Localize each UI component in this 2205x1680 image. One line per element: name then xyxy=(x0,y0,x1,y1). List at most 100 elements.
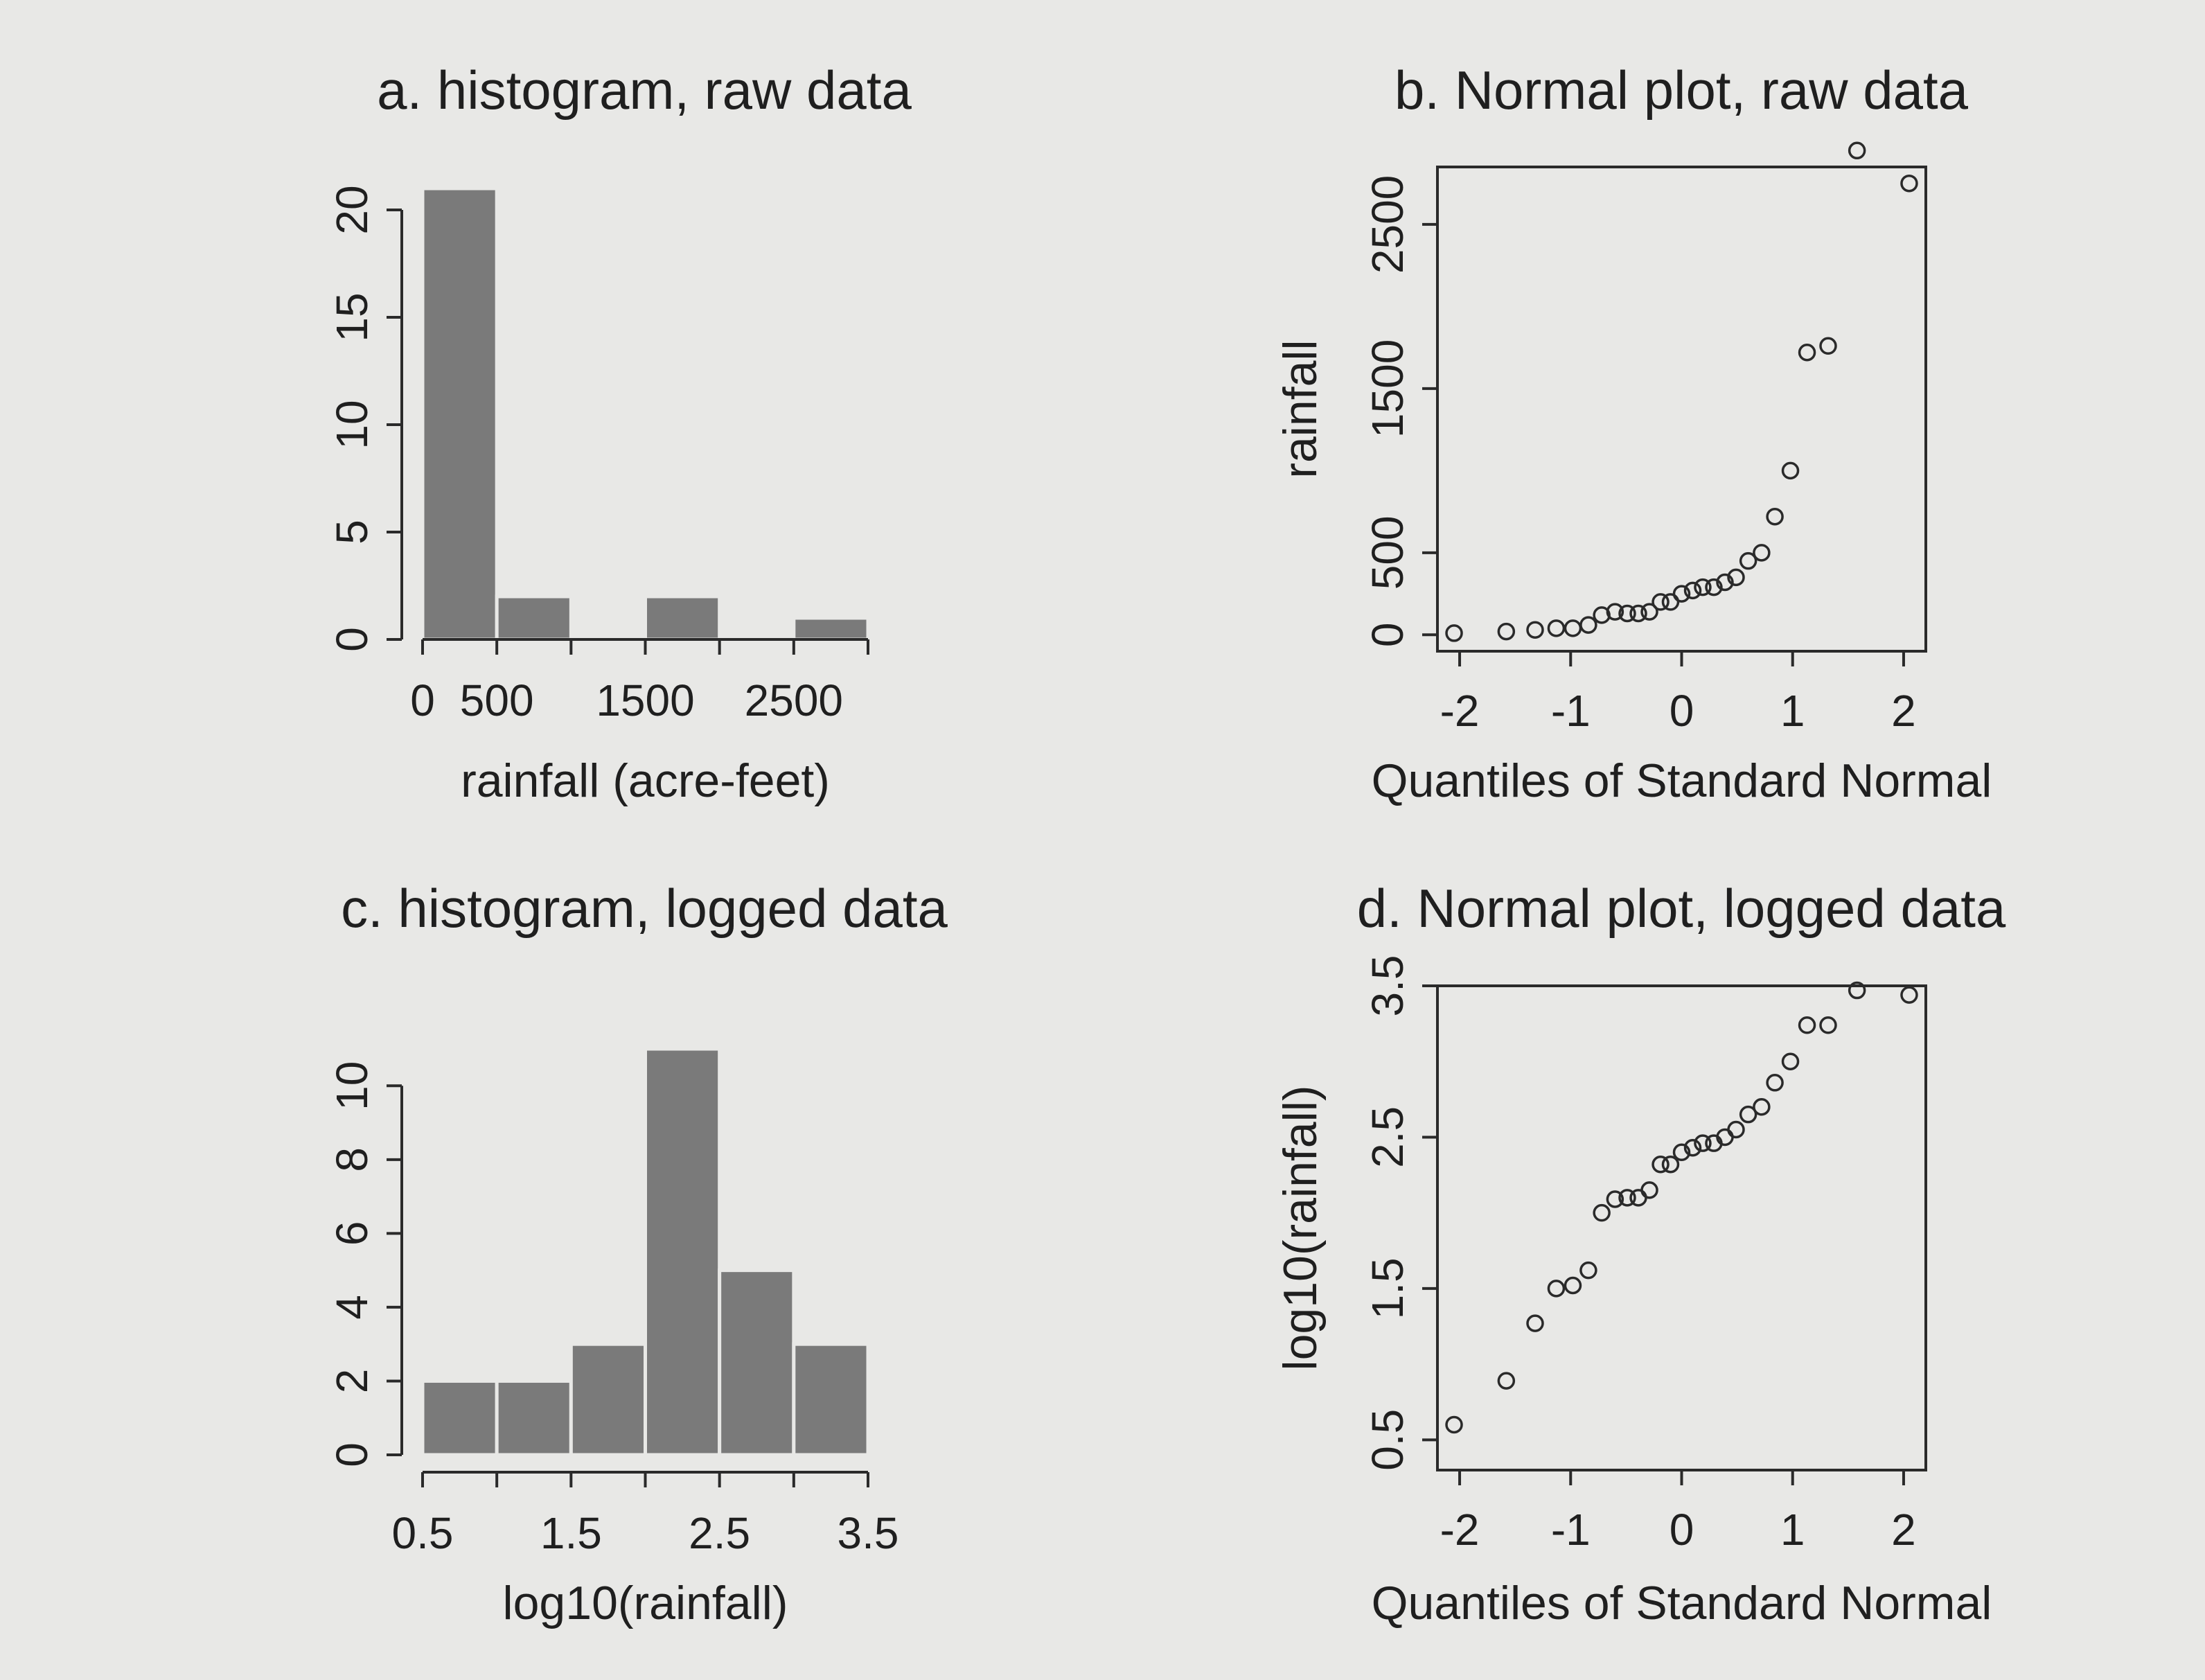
y-tick-label: 0 xyxy=(327,1442,377,1467)
data-point xyxy=(1672,585,1691,603)
data-point xyxy=(1445,624,1463,642)
y-axis-label: log10(rainfall) xyxy=(1274,1086,1327,1371)
data-point xyxy=(1526,621,1544,639)
data-point xyxy=(1900,174,1918,193)
x-tick-label: 1 xyxy=(1780,1505,1805,1555)
data-point xyxy=(1579,616,1597,634)
y-tick-label: 2.5 xyxy=(1363,1106,1413,1168)
x-tick-label: 0 xyxy=(410,675,435,725)
histogram-bar xyxy=(495,1379,573,1457)
data-point xyxy=(1694,578,1712,596)
x-tick-label: 0.5 xyxy=(392,1508,454,1558)
data-point xyxy=(1547,619,1566,637)
x-tick-label: 2 xyxy=(1891,686,1916,736)
data-point xyxy=(1727,1120,1745,1139)
x-tick-label: 2.5 xyxy=(689,1508,750,1558)
y-tick-label: 2500 xyxy=(1363,175,1413,274)
data-point xyxy=(1640,1181,1658,1199)
data-point xyxy=(1848,981,1866,1000)
x-tick-label: 2500 xyxy=(745,675,843,725)
y-tick-label: 1.5 xyxy=(1363,1257,1413,1319)
data-point xyxy=(1694,1134,1712,1152)
data-point xyxy=(1900,986,1918,1004)
data-point xyxy=(1564,1276,1582,1295)
data-point xyxy=(1593,1203,1611,1222)
data-point xyxy=(1753,1098,1771,1116)
data-point xyxy=(1819,337,1837,355)
histogram-bar xyxy=(420,1379,499,1457)
y-tick-label: 0 xyxy=(327,627,377,652)
y-tick-label: 0.5 xyxy=(1363,1409,1413,1471)
y-tick-label: 500 xyxy=(1363,515,1413,590)
data-point xyxy=(1564,619,1582,637)
y-tick-label: 0 xyxy=(1363,623,1413,648)
panel-b-title: b. Normal plot, raw data xyxy=(1394,60,1969,121)
x-tick-label: 500 xyxy=(460,675,534,725)
data-point xyxy=(1781,1052,1800,1070)
data-point xyxy=(1497,1372,1516,1390)
y-tick-label: 6 xyxy=(327,1221,377,1246)
data-point xyxy=(1606,603,1624,621)
histogram-bar xyxy=(420,186,499,642)
x-tick-label: -2 xyxy=(1440,1505,1480,1555)
panel-c-title: c. histogram, logged data xyxy=(341,878,948,939)
histogram-bar xyxy=(792,1342,870,1457)
panel-c: c. histogram, logged data 0.5 1.5 2.5 3.5 0 2 4… xyxy=(327,878,948,1629)
plot-frame xyxy=(1436,984,1927,1471)
data-point xyxy=(1629,1189,1647,1207)
data-point xyxy=(1848,141,1866,160)
data-point xyxy=(1716,573,1734,592)
y-tick-label: 1500 xyxy=(1363,339,1413,438)
data-point xyxy=(1661,1156,1680,1174)
data-point xyxy=(1766,1074,1784,1092)
y-tick-label: 5 xyxy=(327,520,377,545)
x-tick-label: -1 xyxy=(1551,1505,1591,1555)
x-tick-label: -2 xyxy=(1440,686,1480,736)
data-point xyxy=(1683,581,1702,600)
y-tick-label: 10 xyxy=(327,400,377,449)
data-point xyxy=(1618,604,1636,623)
y-tick-label: 2 xyxy=(327,1369,377,1394)
data-point xyxy=(1798,1016,1816,1034)
data-point xyxy=(1651,593,1670,611)
data-point xyxy=(1526,1314,1544,1332)
x-tick-label: 2 xyxy=(1891,1505,1916,1555)
x-tick-label: 1 xyxy=(1780,686,1805,736)
data-point xyxy=(1727,568,1745,587)
data-point xyxy=(1547,1280,1566,1298)
x-tick-label: 1500 xyxy=(596,675,694,725)
data-point xyxy=(1618,1189,1636,1207)
histogram-bar xyxy=(495,594,573,642)
x-tick-label: 0 xyxy=(1670,686,1694,736)
x-tick-label: 1.5 xyxy=(540,1508,602,1558)
x-axis-label: Quantiles of Standard Normal xyxy=(1372,754,1992,807)
histogram-bar xyxy=(718,1268,796,1457)
y-tick-label: 8 xyxy=(327,1147,377,1172)
y-tick-label: 4 xyxy=(327,1295,377,1320)
data-point xyxy=(1640,603,1658,621)
y-tick-label: 3.5 xyxy=(1363,955,1413,1017)
histogram-bar xyxy=(792,616,870,642)
x-tick-label: -1 xyxy=(1551,686,1591,736)
y-tick-label: 15 xyxy=(327,292,377,342)
x-axis-label: rainfall (acre-feet) xyxy=(461,754,830,807)
panel-a-title: a. histogram, raw data xyxy=(377,60,912,121)
data-point xyxy=(1705,578,1723,596)
panel-d: d. Normal plot, logged data -2 -1 0 1 2 0.5 1.5… xyxy=(1274,878,2006,1629)
data-point xyxy=(1661,593,1680,611)
panel-b: b. Normal plot, raw data -2 -1 0 1 2 0 500 1500 2… xyxy=(1274,60,1992,807)
data-point xyxy=(1579,1261,1597,1280)
data-point xyxy=(1766,507,1784,526)
data-point xyxy=(1672,1143,1691,1162)
y-tick-label: 20 xyxy=(327,185,377,234)
x-axis-label: Quantiles of Standard Normal xyxy=(1372,1577,1992,1629)
panel-a: a. histogram, raw data 0 500 1500 2500 0 5 10 15… xyxy=(327,60,912,807)
data-point xyxy=(1781,461,1800,480)
data-point xyxy=(1651,1156,1670,1174)
panel-d-title: d. Normal plot, logged data xyxy=(1357,878,2006,939)
data-point xyxy=(1629,604,1647,623)
x-tick-label: 0 xyxy=(1670,1505,1694,1555)
data-point xyxy=(1683,1138,1702,1157)
data-point xyxy=(1739,551,1757,570)
